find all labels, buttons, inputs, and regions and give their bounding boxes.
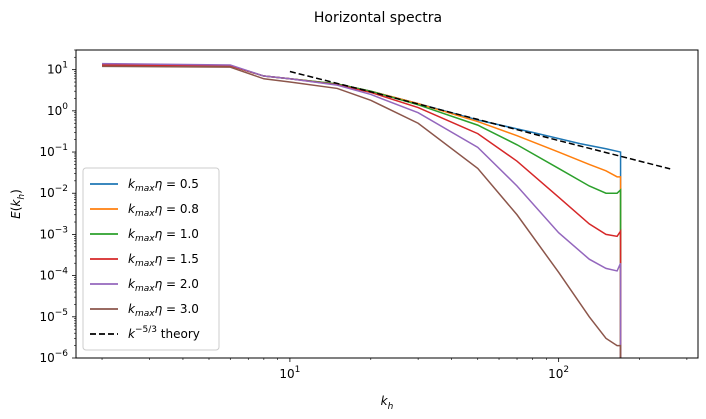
y-tick-exp: 0: [62, 102, 68, 112]
y-tick-exp: −5: [55, 308, 68, 318]
legend-k: k: [128, 227, 136, 241]
x-tick-base: 10: [279, 367, 294, 381]
legend-sub: max: [135, 209, 155, 219]
legend-label-4: kmaxη = 2.0: [128, 277, 199, 294]
legend-value: = 1.5: [162, 252, 199, 266]
legend-sub: max: [135, 184, 155, 194]
y-axis-label: E(kh): [9, 189, 27, 219]
y-tick-exp: −3: [55, 225, 68, 235]
y-tick-label-2: 10−4: [39, 267, 68, 283]
x-tick-label-1: 102: [548, 365, 569, 381]
y-tick-base: 10: [39, 351, 54, 365]
series-line-6: [289, 70, 671, 170]
y-tick-base: 10: [39, 227, 54, 241]
y-tick-base: 10: [39, 186, 54, 200]
legend-sub: max: [135, 284, 155, 294]
legend-label-6: k−5/3 theory: [128, 325, 200, 341]
legend-k: k: [128, 302, 136, 316]
legend-label-3: kmaxη = 1.5: [128, 252, 199, 269]
legend-value: = 0.5: [162, 177, 199, 191]
x-tick-exp: 2: [563, 365, 569, 375]
series-layer: [102, 62, 671, 358]
legend-sub: max: [135, 259, 155, 269]
chart-title: Horizontal spectra: [314, 10, 442, 26]
y-tick-base: 10: [47, 63, 62, 77]
y-tick-label-4: 10−2: [39, 184, 68, 200]
legend-k: k: [128, 177, 136, 191]
y-axis-label-sub: h: [17, 194, 27, 200]
legend-value: = 2.0: [162, 277, 199, 291]
legend-eta: η: [155, 252, 163, 266]
legend-eta: η: [155, 302, 163, 316]
legend-label-2: kmaxη = 1.0: [128, 227, 199, 244]
y-tick-base: 10: [39, 145, 54, 159]
x-tick-exp: 1: [295, 365, 301, 375]
legend-rest: theory: [157, 327, 200, 341]
x-axis-label-main: k: [381, 394, 389, 408]
plot-frame: [75, 49, 699, 359]
legend-k: k: [128, 202, 136, 216]
y-tick-label-5: 10−1: [39, 143, 68, 159]
legend-label-0: kmaxη = 0.5: [128, 177, 199, 194]
legend-sub: max: [135, 234, 155, 244]
y-axis-label-k: k: [9, 199, 23, 207]
y-tick-exp: −6: [55, 349, 69, 359]
legend-value: = 3.0: [162, 302, 199, 316]
legend-eta: η: [155, 277, 163, 291]
x-axis-label: kh: [381, 394, 394, 412]
y-axis-label-main: E: [9, 211, 23, 219]
y-axis-label-close: ): [9, 189, 23, 194]
legend-k: k: [128, 277, 136, 291]
x-tick-base: 10: [548, 367, 563, 381]
y-tick-label-1: 10−5: [39, 308, 68, 324]
legend-k: k: [128, 327, 136, 341]
y-tick-base: 10: [39, 310, 54, 324]
series-line-5: [102, 65, 622, 358]
y-tick-label-3: 10−3: [39, 225, 68, 241]
y-tick-exp: −1: [55, 143, 68, 153]
x-axis-label-sub: h: [388, 402, 394, 412]
y-tick-exp: 1: [62, 61, 68, 71]
legend-exp: −5/3: [135, 325, 157, 335]
y-tick-base: 10: [47, 104, 62, 118]
y-tick-label-6: 100: [47, 102, 68, 118]
y-tick-exp: −2: [55, 184, 68, 194]
y-tick-label-7: 101: [47, 61, 68, 77]
legend-value: = 1.0: [162, 227, 199, 241]
legend-eta: η: [155, 177, 163, 191]
legend-k: k: [128, 252, 136, 266]
legend-label-1: kmaxη = 0.8: [128, 202, 199, 219]
y-tick-label-0: 10−6: [39, 349, 68, 365]
legend-sub: max: [135, 309, 155, 319]
y-axis-label-paren: (: [9, 207, 23, 212]
legend-box: [82, 167, 220, 351]
legend-eta: η: [155, 227, 163, 241]
y-tick-exp: −4: [55, 267, 69, 277]
series-line-4: [102, 62, 622, 358]
x-tick-label-0: 101: [279, 365, 300, 381]
y-tick-base: 10: [39, 269, 54, 283]
legend-value: = 0.8: [162, 202, 199, 216]
legend-eta: η: [155, 202, 163, 216]
legend-label-5: kmaxη = 3.0: [128, 302, 199, 319]
